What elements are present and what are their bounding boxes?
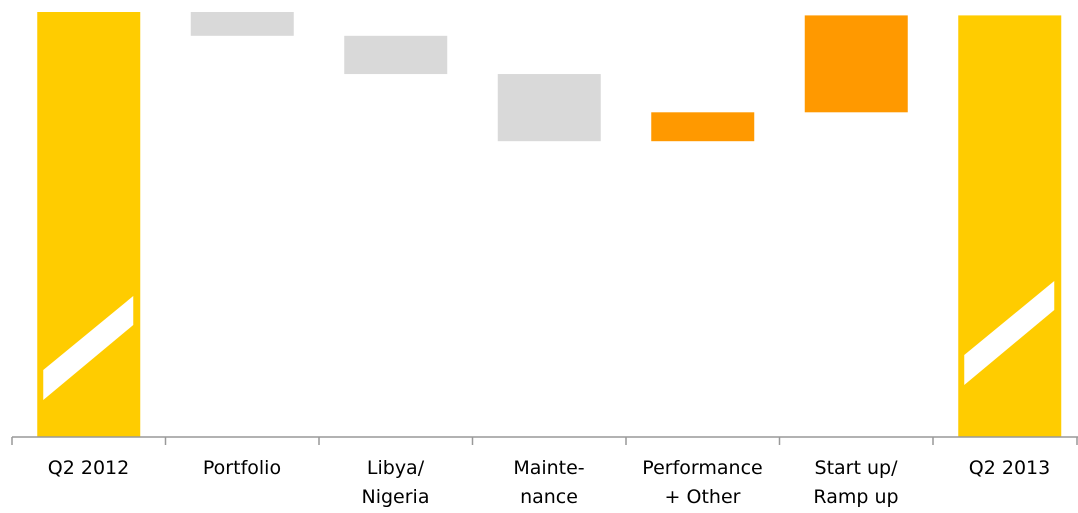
x-tick-label: Performance + Other bbox=[642, 457, 763, 508]
x-tick-label: Q2 2013 bbox=[968, 457, 1051, 479]
bar bbox=[651, 112, 755, 142]
x-tick-label: Q2 2012 bbox=[47, 457, 130, 479]
x-tick-label: Libya/ Nigeria bbox=[361, 457, 430, 508]
x-tick-label: Start up/ Ramp up bbox=[813, 457, 899, 508]
bar bbox=[804, 15, 908, 113]
bar bbox=[344, 35, 448, 75]
axis-break bbox=[43, 296, 134, 400]
bar bbox=[190, 12, 294, 36]
x-tick-label: Portfolio bbox=[202, 457, 282, 479]
bar bbox=[497, 74, 601, 142]
axis-break bbox=[964, 281, 1055, 385]
x-tick-label: Mainte- nance bbox=[513, 457, 585, 508]
